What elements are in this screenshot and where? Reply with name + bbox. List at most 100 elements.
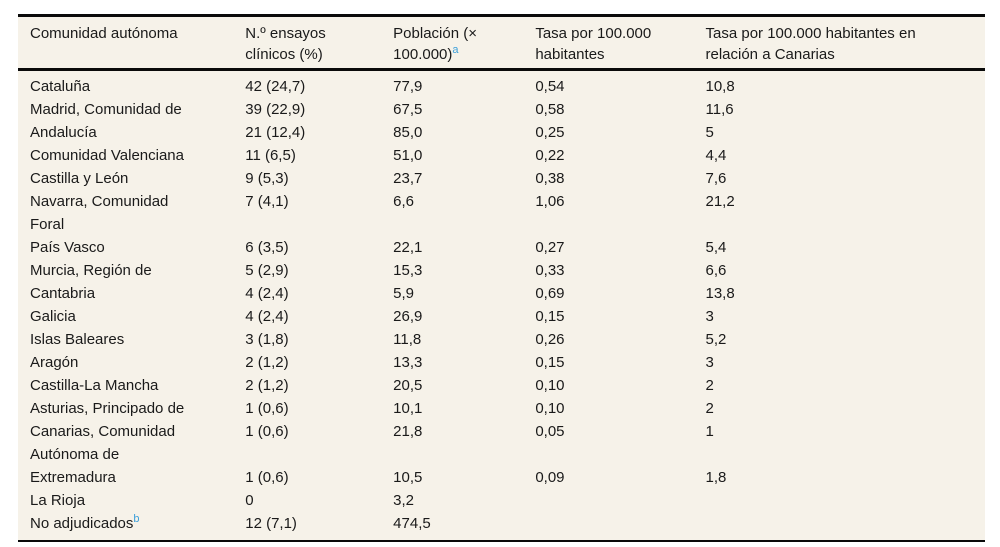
col-header-poblacion: Población (× 100.000)a: [393, 17, 536, 71]
cell-tasa: 0,38: [535, 170, 565, 187]
cell-poblacion: 13,3: [393, 354, 423, 371]
col-header-ensayos: N.º ensayos clínicos (%): [245, 17, 394, 71]
cell-tasa_canarias: 5,4: [705, 239, 727, 256]
table-row: Galicia 4 (2,4) 26,9 0,15 3: [18, 305, 985, 328]
table-row: Cantabria 4 (2,4) 5,9 0,69 13,8: [18, 282, 985, 305]
cell-ensayos: 39 (22,9): [245, 101, 306, 118]
comunidad-label: Andalucía: [30, 124, 97, 141]
cell-comunidad: Islas Baleares: [18, 328, 245, 351]
table-row: Castilla-La Mancha 2 (1,2) 20,5 0,10 2: [18, 374, 985, 397]
cell-tasa: [535, 512, 705, 540]
cell-tasa_canarias: 13,8: [705, 285, 735, 302]
table-row: Comunidad Valenciana 11 (6,5) 51,0 0,22 4,4: [18, 144, 985, 167]
cell-ensayos: 0: [245, 492, 254, 509]
cell-tasa_canarias: [706, 489, 986, 512]
table-row: País Vasco 6 (3,5) 22,1 0,27 5,4: [18, 236, 985, 259]
comunidad-label: Asturias, Principado de: [30, 400, 185, 417]
comunidad-label: Castilla-La Mancha: [30, 377, 159, 394]
table-row: Madrid, Comunidad de 39 (22,9) 67,5 0,58 11,…: [18, 98, 985, 121]
cell-ensayos: 42 (24,7): [245, 78, 306, 95]
table-row: Andalucía 21 (12,4) 85,0 0,25 5: [18, 121, 985, 144]
cell-tasa_canarias: 3: [705, 354, 714, 371]
cell-ensayos: 7 (4,1): [245, 193, 289, 210]
cell-poblacion: 23,7: [393, 170, 423, 187]
cell-poblacion: 51,0: [393, 147, 423, 164]
table-body: Cataluña 42 (24,7) 77,9 0,54 10,8 Madrid, Com…: [18, 70, 985, 541]
cell-comunidad: Cataluña: [18, 70, 245, 99]
table-row: Navarra, Comunidad Foral 7 (4,1) 6,6 1,06 21…: [18, 190, 985, 236]
cell-tasa: 0,54: [535, 78, 565, 95]
cell-comunidad: Castilla y León: [18, 167, 245, 190]
cell-tasa_canarias: 4,4: [705, 147, 727, 164]
table-row: Aragón 2 (1,2) 13,3 0,15 3: [18, 351, 985, 374]
cell-comunidad: Murcia, Región de: [18, 259, 245, 282]
cell-tasa_canarias: 7,6: [705, 170, 727, 187]
col-header-tasa: Tasa por 100.000 habitantes: [535, 17, 706, 71]
data-table: Comunidad autónoma N.º ensayos clínicos …: [18, 17, 985, 540]
cell-poblacion: 15,3: [393, 262, 423, 279]
cell-tasa: 0,09: [535, 469, 565, 486]
col-header-comunidad: Comunidad autónoma: [18, 17, 246, 71]
cell-tasa: 0,26: [535, 331, 565, 348]
cell-ensayos: 6 (3,5): [245, 239, 289, 256]
cell-tasa: 0,05: [535, 423, 565, 440]
cell-poblacion: 26,9: [393, 308, 423, 325]
cell-ensayos: 5 (2,9): [245, 262, 289, 279]
cell-comunidad: Comunidad Valenciana: [18, 144, 245, 167]
col-header-poblacion-label: Población (× 100.000): [393, 25, 477, 63]
cell-tasa_canarias: 2: [705, 400, 714, 417]
cell-ensayos: 9 (5,3): [245, 170, 289, 187]
clinical-trials-table: Comunidad autónoma N.º ensayos clínicos …: [18, 14, 985, 542]
cell-comunidad: Aragón: [18, 351, 245, 374]
cell-tasa_canarias: 6,6: [705, 262, 727, 279]
comunidad-label: No adjudicados: [30, 515, 134, 532]
comunidad-label: Cantabria: [30, 285, 96, 302]
table-row: Castilla y León 9 (5,3) 23,7 0,38 7,6: [18, 167, 985, 190]
cell-tasa_canarias: 21,2: [705, 193, 735, 210]
cell-tasa: 0,25: [535, 124, 565, 141]
cell-comunidad: Canarias, Comunidad Autónoma de: [18, 420, 245, 466]
cell-tasa: 0,15: [535, 354, 565, 371]
cell-tasa: 0,27: [535, 239, 565, 256]
cell-tasa: 0,10: [535, 400, 565, 417]
cell-tasa: 0,58: [535, 101, 565, 118]
cell-tasa_canarias: 5: [705, 124, 714, 141]
cell-poblacion: 77,9: [393, 78, 423, 95]
table-row: Cataluña 42 (24,7) 77,9 0,54 10,8: [18, 70, 985, 99]
cell-tasa: 0,33: [535, 262, 565, 279]
cell-tasa_canarias: 1,8: [705, 469, 727, 486]
cell-comunidad: Castilla-La Mancha: [18, 374, 245, 397]
cell-ensayos: 1 (0,6): [245, 423, 289, 440]
cell-poblacion: 5,9: [393, 285, 415, 302]
cell-comunidad: País Vasco: [18, 236, 245, 259]
footnote-link-a[interactable]: a: [452, 44, 459, 56]
comunidad-label: Extremadura: [30, 469, 116, 486]
cell-tasa_canarias: 2: [705, 377, 714, 394]
comunidad-label: La Rioja: [30, 492, 86, 509]
comunidad-label: Islas Baleares: [30, 331, 125, 348]
cell-poblacion: 10,5: [393, 469, 423, 486]
cell-poblacion: 3,2: [393, 492, 415, 509]
cell-comunidad: Galicia: [18, 305, 245, 328]
cell-ensayos: 1 (0,6): [245, 469, 289, 486]
cell-poblacion: 10,1: [393, 400, 423, 417]
comunidad-label: Murcia, Región de: [30, 262, 152, 279]
cell-comunidad: Cantabria: [18, 282, 245, 305]
cell-tasa_canarias: 11,6: [705, 101, 734, 118]
cell-comunidad: Madrid, Comunidad de: [18, 98, 245, 121]
cell-tasa_canarias: 3: [705, 308, 714, 325]
table-row: La Rioja 0 3,2: [18, 489, 985, 512]
cell-tasa: [535, 489, 705, 512]
cell-tasa: 0,22: [535, 147, 565, 164]
cell-ensayos: 4 (2,4): [245, 308, 289, 325]
table-row: No adjudicadosb 12 (7,1) 474,5: [18, 512, 985, 540]
footnote-link-b[interactable]: b: [133, 513, 140, 525]
cell-ensayos: 12 (7,1): [245, 515, 297, 532]
cell-poblacion: 67,5: [393, 101, 423, 118]
comunidad-label: Galicia: [30, 308, 76, 325]
cell-tasa: 0,10: [535, 377, 565, 394]
cell-poblacion: 6,6: [393, 193, 415, 210]
cell-comunidad: Extremadura: [18, 466, 245, 489]
comunidad-label: Aragón: [30, 354, 79, 371]
